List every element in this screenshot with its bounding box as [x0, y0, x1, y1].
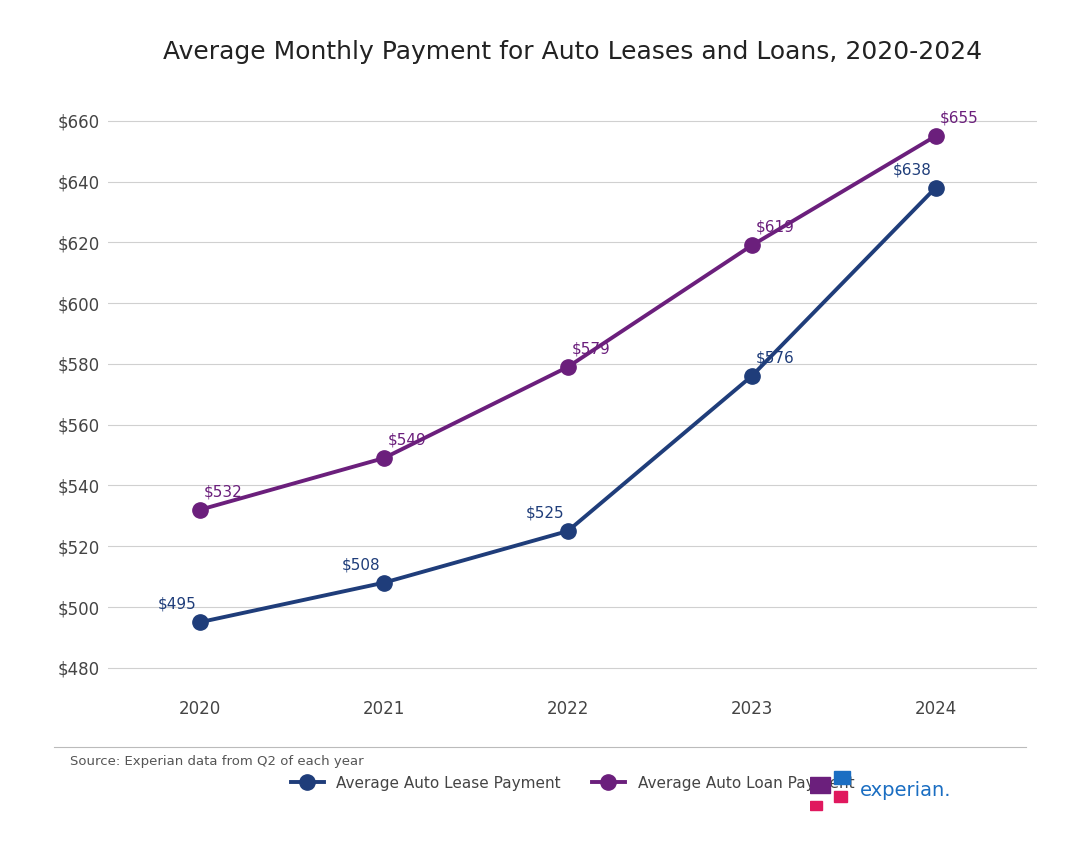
Average Auto Lease Payment [562, 526, 575, 536]
Average Auto Loan Payment [929, 131, 942, 141]
Line: Average Auto Loan Payment: Average Auto Loan Payment [192, 128, 943, 517]
Average Auto Lease Payment [377, 577, 390, 587]
Bar [810, 801, 822, 810]
Text: $619: $619 [755, 219, 794, 235]
Average Auto Lease Payment [929, 182, 942, 192]
Text: $532: $532 [204, 484, 242, 499]
Text: $576: $576 [755, 350, 794, 365]
Average Auto Loan Payment [745, 241, 758, 251]
Text: $579: $579 [571, 341, 610, 356]
Average Auto Loan Payment [377, 453, 390, 463]
Text: $655: $655 [940, 111, 978, 126]
Legend: Average Auto Lease Payment, Average Auto Loan Payment: Average Auto Lease Payment, Average Auto… [284, 770, 861, 797]
Bar [834, 771, 850, 784]
Average Auto Loan Payment [562, 362, 575, 372]
Text: Source: Experian data from Q2 of each year: Source: Experian data from Q2 of each ye… [70, 755, 364, 768]
Title: Average Monthly Payment for Auto Leases and Loans, 2020-2024: Average Monthly Payment for Auto Leases … [163, 41, 982, 64]
Text: $549: $549 [388, 432, 427, 447]
Average Auto Lease Payment [745, 371, 758, 381]
Text: $508: $508 [341, 557, 380, 572]
Bar [810, 777, 831, 793]
Bar [834, 792, 847, 802]
Text: $495: $495 [158, 597, 197, 612]
Text: $525: $525 [526, 506, 564, 521]
Text: $638: $638 [893, 162, 932, 177]
Average Auto Lease Payment [193, 617, 206, 627]
Average Auto Loan Payment [193, 505, 206, 515]
Text: experian.: experian. [860, 781, 951, 800]
Line: Average Auto Lease Payment: Average Auto Lease Payment [192, 180, 943, 630]
